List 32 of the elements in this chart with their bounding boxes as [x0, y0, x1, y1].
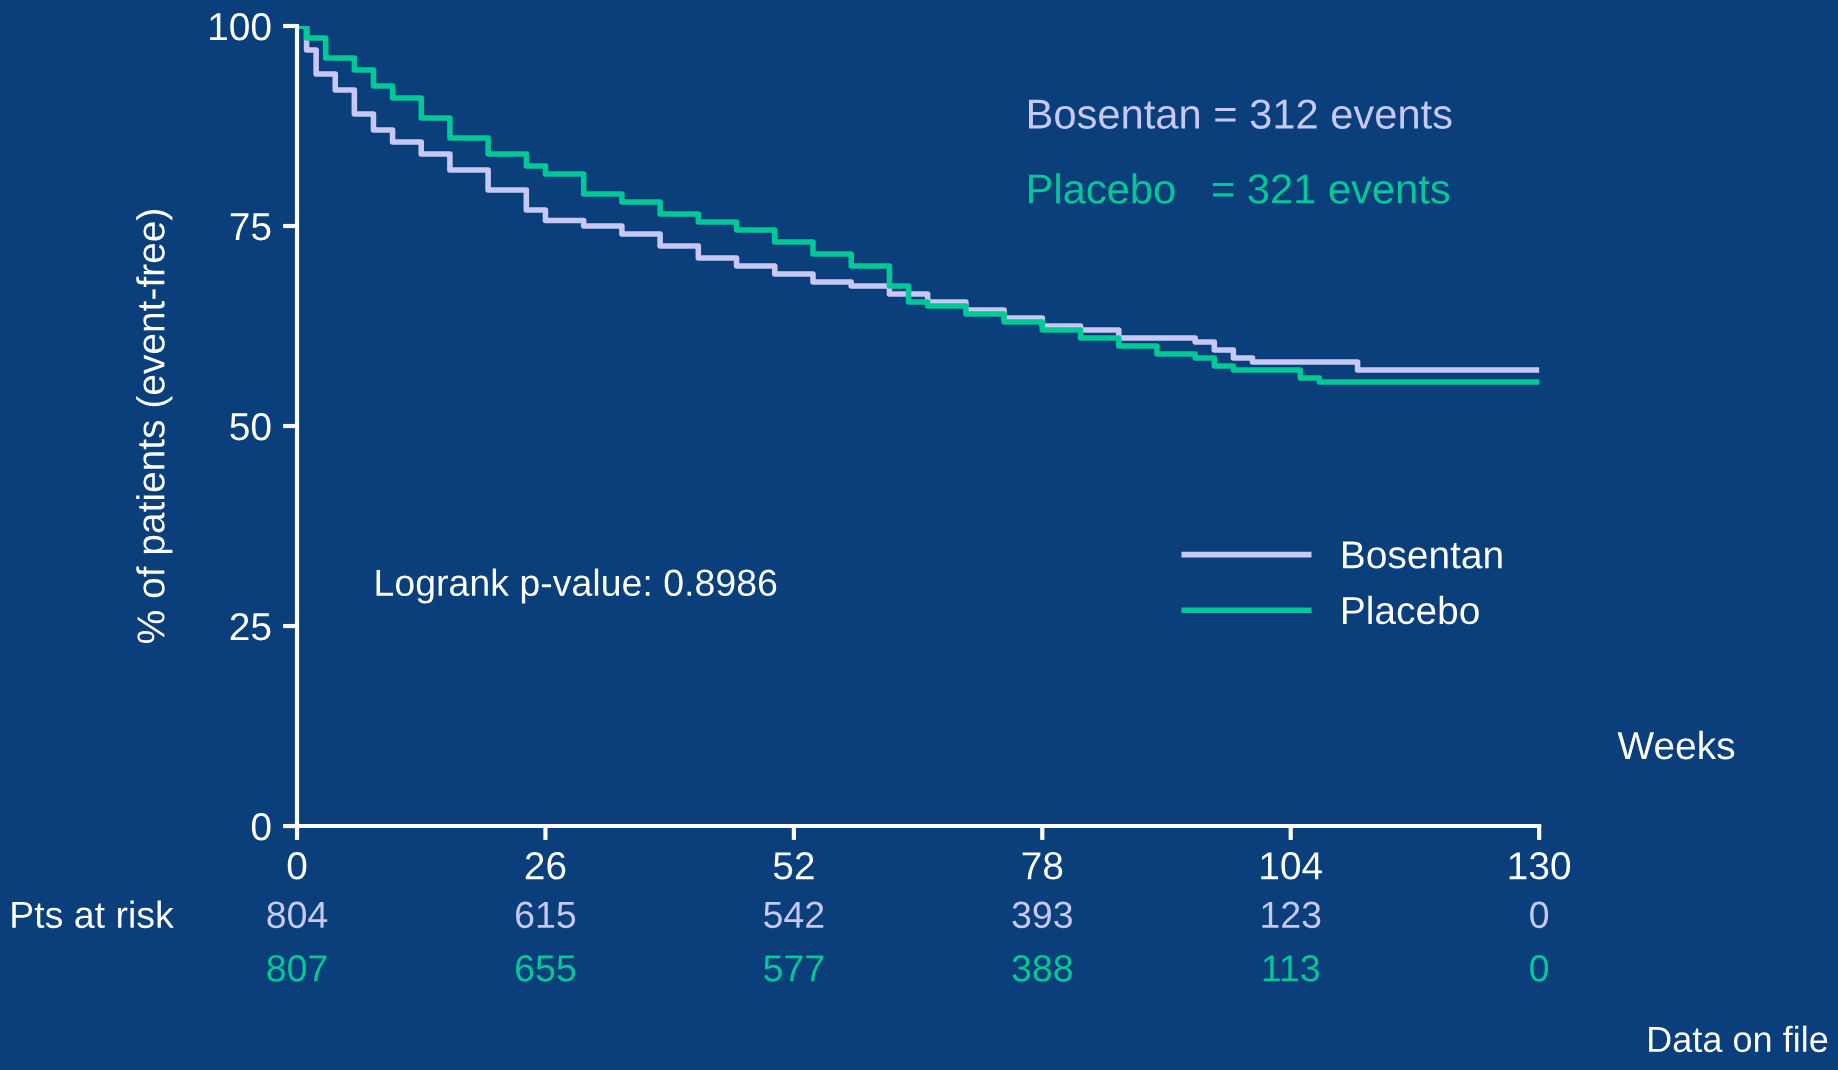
x-tick-label: 104 — [1261, 852, 1323, 880]
y-axis-title: % of patients (event-free) — [136, 210, 173, 643]
x-tick-label: 52 — [773, 852, 814, 880]
text: 542 — [764, 901, 824, 929]
text: 0 — [1530, 955, 1549, 982]
y-tick-label: 75 — [230, 213, 271, 241]
text: 804 — [267, 901, 328, 929]
text: 388 — [1012, 955, 1072, 982]
text: 577 — [764, 955, 824, 982]
y-tick-label: 0 — [251, 812, 271, 841]
y-tick-label: 100 — [210, 12, 271, 41]
x-tick-label: 0 — [287, 852, 307, 880]
text: 393 — [1012, 901, 1072, 929]
legend-label: Placebo — [1343, 595, 1479, 625]
text: 123 — [1262, 901, 1321, 929]
text: Pts at risk — [12, 900, 174, 929]
annotation: Placebo = 321 events — [1029, 173, 1450, 204]
x-tick-label: 78 — [1022, 852, 1063, 880]
y-tick-label: 25 — [230, 612, 271, 641]
text: 807 — [267, 955, 327, 982]
text: 615 — [516, 901, 576, 929]
annotation: Bosentan = 312 events — [1029, 99, 1452, 129]
legend-label: Bosentan — [1343, 541, 1502, 569]
x-tick-label: 130 — [1509, 852, 1571, 880]
x-axis-title: Weeks — [1617, 730, 1735, 760]
x-tick-label: 26 — [525, 852, 566, 880]
text: 0 — [1530, 901, 1549, 929]
text: 655 — [516, 955, 576, 982]
text: 113 — [1263, 955, 1319, 982]
annotation: Logrank p-value: 0.8986 — [376, 568, 777, 604]
text: Data on file — [1649, 1025, 1828, 1053]
y-tick-label: 50 — [230, 412, 271, 441]
